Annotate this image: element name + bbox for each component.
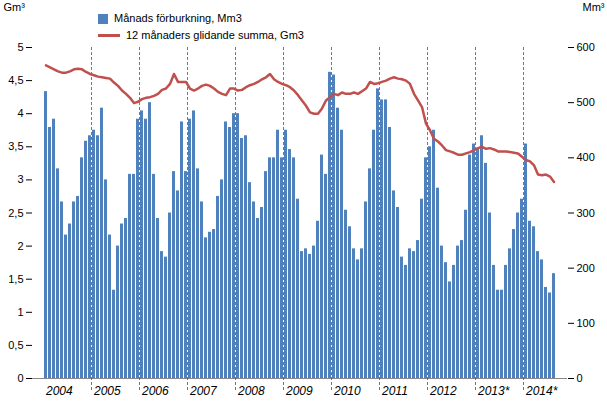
svg-text:2010: 2010	[333, 384, 361, 398]
svg-text:Gm³: Gm³	[4, 1, 26, 13]
svg-text:Mm³: Mm³	[583, 1, 605, 13]
svg-text:2009: 2009	[285, 384, 313, 398]
svg-text:2: 2	[17, 240, 23, 252]
svg-text:2004: 2004	[45, 384, 73, 398]
svg-text:600: 600	[577, 41, 595, 53]
svg-text:2006: 2006	[141, 384, 169, 398]
svg-text:2,5: 2,5	[8, 207, 23, 219]
svg-text:2013*: 2013*	[477, 384, 510, 398]
svg-text:200: 200	[577, 262, 595, 274]
svg-text:2008: 2008	[237, 384, 265, 398]
svg-text:2012: 2012	[429, 384, 457, 398]
svg-text:5: 5	[17, 41, 23, 53]
svg-text:3,5: 3,5	[8, 140, 23, 152]
svg-text:400: 400	[577, 151, 595, 163]
svg-text:3: 3	[17, 173, 23, 185]
svg-text:500: 500	[577, 96, 595, 108]
svg-text:300: 300	[577, 207, 595, 219]
svg-text:1,5: 1,5	[8, 273, 23, 285]
svg-text:2011: 2011	[381, 384, 408, 398]
html-text:12 månaders glidande summa, Gm: 12 månaders glidande summa, Gm3	[126, 29, 304, 41]
svg-text:0: 0	[17, 372, 23, 384]
html-text:Månads förburkning, Mm3: Månads förburkning, Mm3	[114, 12, 242, 24]
svg-text:2005: 2005	[93, 384, 121, 398]
svg-text:2007: 2007	[189, 384, 218, 398]
svg-text:4,5: 4,5	[8, 74, 23, 86]
svg-text:0: 0	[577, 372, 583, 384]
svg-text:4: 4	[17, 107, 23, 119]
svg-text:2014*: 2014*	[525, 384, 558, 398]
svg-text:0,5: 0,5	[8, 339, 23, 351]
svg-text:100: 100	[577, 317, 595, 329]
svg-text:1: 1	[17, 306, 23, 318]
